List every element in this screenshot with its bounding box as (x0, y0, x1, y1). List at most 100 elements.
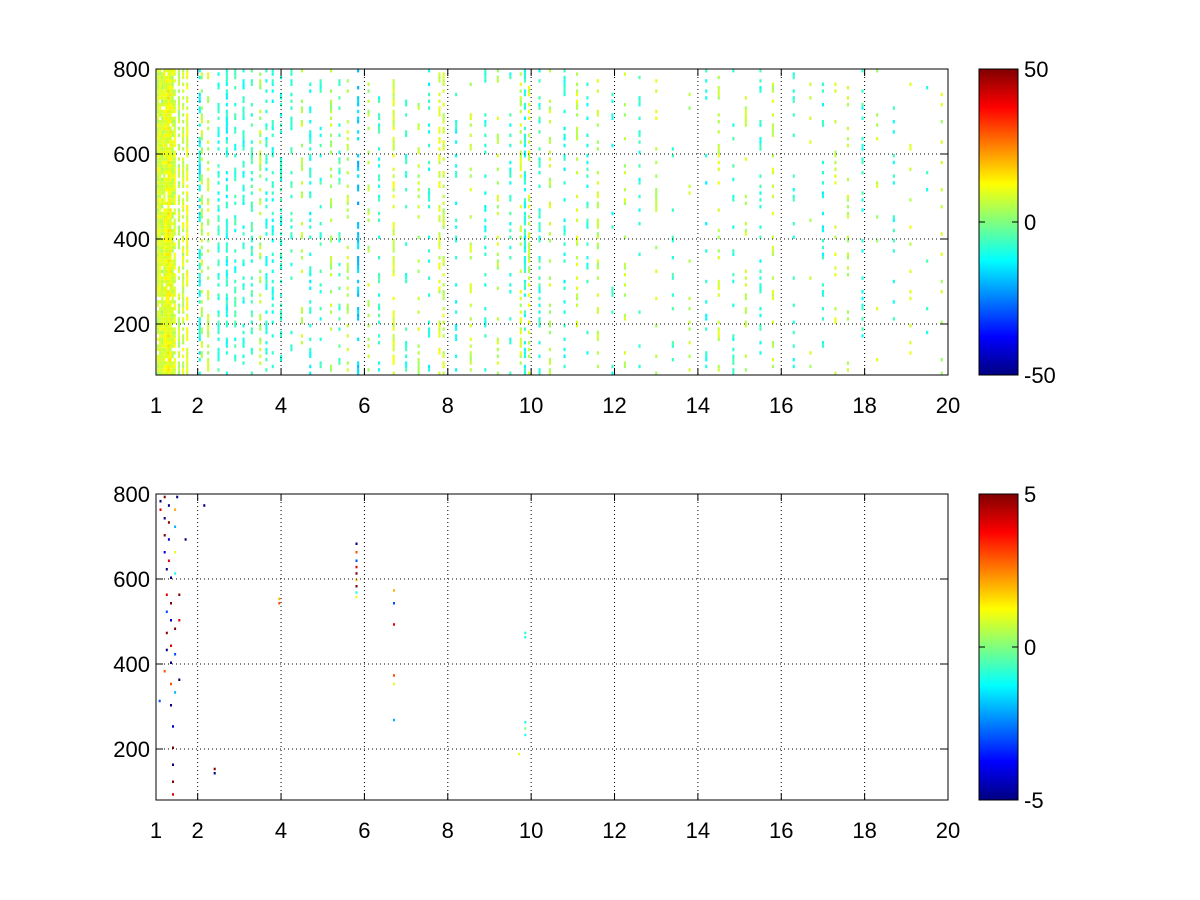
heatmap-cell (171, 191, 174, 195)
heatmap-cell (182, 290, 185, 294)
heatmap-cell (744, 296, 747, 301)
heatmap-cell (596, 245, 599, 250)
plot-frame-top (155, 68, 949, 376)
heatmap-cell (159, 181, 162, 185)
heatmap-cell (519, 72, 522, 76)
heatmap-cell (523, 137, 526, 141)
heatmap-cell (717, 143, 720, 148)
heatmap-cell (250, 191, 253, 195)
heatmap-cell (405, 160, 408, 165)
heatmap-cell (167, 86, 170, 90)
heatmap-cell (496, 262, 499, 267)
heatmap-cell (528, 154, 531, 158)
heatmap-cell (165, 113, 168, 117)
heatmap-cell (528, 266, 531, 270)
heatmap-cell (417, 259, 420, 263)
heatmap-cell (163, 167, 166, 171)
heatmap-cell (173, 242, 176, 246)
heatmap-cell (200, 215, 203, 219)
heatmap-cell (217, 215, 220, 219)
heatmap-cell (173, 198, 176, 202)
heatmap-cell (392, 116, 395, 120)
heatmap-cell (771, 130, 774, 134)
heatmap-cell (538, 69, 541, 73)
heatmap-cell (861, 208, 864, 212)
heatmap-cell (523, 171, 526, 175)
heatmap-cell (163, 218, 166, 222)
heatmap-cell (242, 86, 245, 90)
heatmap-cell (538, 184, 541, 188)
heatmap-cell (177, 269, 180, 273)
heatmap-cell (271, 82, 274, 86)
heatmap-cell (177, 228, 180, 233)
heatmap-cell (771, 249, 774, 253)
heatmap-cell (234, 174, 237, 178)
heatmap-cell (548, 157, 551, 161)
heatmap-cell (200, 181, 203, 185)
heatmap-cell (357, 164, 360, 168)
heatmap-cell (265, 225, 268, 229)
heatmap-cell (744, 232, 747, 236)
heatmap-cell (759, 143, 762, 148)
plot-area-bottom (156, 494, 948, 800)
heatmap-cell (165, 225, 168, 229)
heatmap-cell (846, 177, 849, 182)
heatmap-cell (611, 371, 614, 375)
heatmap-cell (265, 89, 268, 93)
heatmap-cell (611, 310, 614, 314)
heatmap-cell (309, 194, 312, 199)
heatmap-cell (469, 324, 472, 328)
heatmap-cell (250, 228, 253, 233)
heatmap-cell (171, 143, 174, 148)
heatmap-cell (177, 337, 180, 341)
heatmap-cell (346, 137, 349, 141)
heatmap-cell (186, 174, 189, 178)
heatmap-cell (169, 174, 172, 178)
heatmap-cell (519, 154, 522, 158)
heatmap-cell (161, 126, 164, 131)
heatmap-cell (159, 344, 162, 348)
heatmap-cell (438, 239, 441, 243)
heatmap-cell (250, 160, 253, 165)
heatmap-cell (167, 317, 170, 321)
heatmap-cell (161, 164, 164, 168)
heatmap-cell (165, 184, 168, 188)
heatmap-cell (438, 130, 441, 134)
heatmap-cell (163, 300, 166, 304)
heatmap-cell (242, 82, 245, 86)
heatmap-cell (638, 130, 641, 134)
heatmap-cell (171, 79, 174, 83)
heatmap-cell (834, 266, 837, 270)
heatmap-cell (280, 330, 283, 335)
heatmap-cell (438, 327, 441, 331)
heatmap-cell (173, 103, 176, 107)
heatmap-cell (378, 211, 381, 216)
heatmap-cell (163, 320, 166, 324)
heatmap-cell (623, 351, 626, 355)
heatmap-cell (442, 225, 445, 229)
heatmap-cell (163, 147, 166, 151)
heatmap-cell (378, 177, 381, 182)
heatmap-cell (186, 154, 189, 158)
heatmap-cell (671, 208, 674, 212)
heatmap-cell (280, 218, 283, 222)
heatmap-cell (330, 167, 333, 171)
heatmap-cell (523, 228, 526, 233)
heatmap-cell (207, 324, 210, 328)
heatmap-cell (392, 296, 395, 301)
heatmap-cell (182, 201, 185, 205)
heatmap-cell (225, 113, 228, 117)
heatmap-cell (367, 188, 370, 192)
heatmap-cell (169, 334, 172, 338)
heatmap-cell (198, 69, 201, 73)
heatmap-cell (163, 222, 166, 226)
heatmap-cell (821, 317, 824, 321)
heatmap-cell (357, 269, 360, 273)
heatmap-cell (405, 347, 408, 352)
heatmap-cell (655, 160, 658, 165)
heatmap-cell (638, 133, 641, 137)
heatmap-cell (159, 123, 162, 127)
heatmap-cell (442, 126, 445, 131)
heatmap-cell (717, 130, 720, 134)
